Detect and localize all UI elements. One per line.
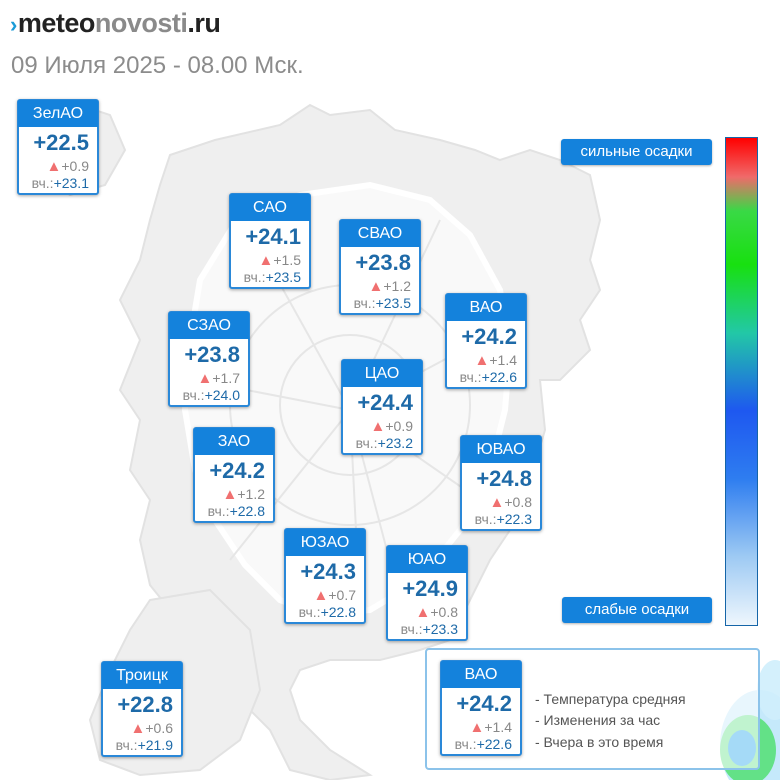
district-change: ▲+1.4 xyxy=(474,352,518,369)
district-yesterday: вч.:+23.3 xyxy=(400,621,458,637)
district-card-sao: САО +24.1 ▲+1.5 вч.:+23.5 xyxy=(229,193,311,289)
precip-scale-bottom-label: слабые осадки xyxy=(562,597,712,623)
legend-sample-card: ВАО +24.2 ▲+1.4 вч.:+22.6 xyxy=(440,660,522,756)
precip-scale-bar xyxy=(725,137,758,626)
district-yesterday: вч.:+23.1 xyxy=(31,175,89,191)
district-change: ▲+1.5 xyxy=(258,252,302,269)
triangle-up-icon: ▲ xyxy=(370,418,386,435)
district-yesterday: вч.:+23.5 xyxy=(243,269,301,285)
district-change: ▲+1.2 xyxy=(368,278,412,295)
district-temp: +24.3 xyxy=(300,559,356,584)
legend-line-temp: - Температура средняя xyxy=(535,691,686,707)
triangle-up-icon: ▲ xyxy=(368,278,384,295)
district-temp: +24.4 xyxy=(357,390,413,415)
district-card-yuvao: ЮВАО +24.8 ▲+0.8 вч.:+22.3 xyxy=(460,435,542,531)
triangle-up-icon: ▲ xyxy=(415,604,431,621)
district-name: ЗАО xyxy=(194,428,274,455)
district-yesterday: вч.:+22.6 xyxy=(454,736,512,752)
district-card-zao: ЗАО +24.2 ▲+1.2 вч.:+22.8 xyxy=(193,427,275,523)
district-name: СЗАО xyxy=(169,312,249,339)
triangle-up-icon: ▲ xyxy=(222,486,238,503)
legend-line-change: - Изменения за час xyxy=(535,712,661,728)
district-temp: +24.8 xyxy=(476,466,532,491)
district-card-svao: СВАО +23.8 ▲+1.2 вч.:+23.5 xyxy=(339,219,421,315)
district-card-zelao: ЗелАО +22.5 ▲+0.9 вч.:+23.1 xyxy=(17,99,99,195)
district-temp: +24.2 xyxy=(456,691,512,716)
triangle-up-icon: ▲ xyxy=(474,352,490,369)
triangle-up-icon: ▲ xyxy=(313,587,329,604)
district-temp: +23.8 xyxy=(184,342,240,367)
district-yesterday: вч.:+23.2 xyxy=(355,435,413,451)
district-temp: +24.9 xyxy=(402,576,458,601)
logo-text-dark: meteo xyxy=(17,8,96,38)
triangle-up-icon: ▲ xyxy=(130,720,146,737)
district-name: ЮЗАО xyxy=(285,529,365,556)
district-change: ▲+1.4 xyxy=(469,719,513,736)
district-card-yuao: ЮАО +24.9 ▲+0.8 вч.:+23.3 xyxy=(386,545,468,641)
district-yesterday: вч.:+21.9 xyxy=(115,737,173,753)
district-change: ▲+0.9 xyxy=(46,158,90,175)
district-name: Троицк xyxy=(102,662,182,689)
triangle-up-icon: ▲ xyxy=(469,719,485,736)
district-name: СВАО xyxy=(340,220,420,247)
district-temp: +24.1 xyxy=(245,224,301,249)
district-temp: +23.8 xyxy=(355,250,411,275)
district-name: ЮАО xyxy=(387,546,467,573)
triangle-up-icon: ▲ xyxy=(258,252,274,269)
triangle-up-icon: ▲ xyxy=(46,158,62,175)
triangle-up-icon: ▲ xyxy=(489,494,505,511)
district-change: ▲+0.8 xyxy=(489,494,533,511)
district-change: ▲+1.2 xyxy=(222,486,266,503)
district-name: САО xyxy=(230,194,310,221)
logo-text-light: novosti xyxy=(94,8,188,38)
forecast-date: 09 Июля 2025 - 08.00 Мск. xyxy=(11,52,304,79)
logo-text-tail: .ru xyxy=(187,8,221,38)
district-yesterday: вч.:+22.8 xyxy=(207,503,265,519)
district-name: ВАО xyxy=(446,294,526,321)
district-temp: +22.8 xyxy=(117,692,173,717)
district-change: ▲+1.7 xyxy=(197,370,241,387)
logo-mark-icon: › xyxy=(10,12,17,37)
precip-scale-top-label: сильные осадки xyxy=(561,139,712,165)
district-change: ▲+0.8 xyxy=(415,604,459,621)
district-name: ВАО xyxy=(441,661,521,688)
triangle-up-icon: ▲ xyxy=(197,370,213,387)
district-yesterday: вч.:+24.0 xyxy=(182,387,240,403)
district-yesterday: вч.:+22.8 xyxy=(298,604,356,620)
district-name: ЗелАО xyxy=(18,100,98,127)
district-name: ЦАО xyxy=(342,360,422,387)
district-yesterday: вч.:+22.6 xyxy=(459,369,517,385)
district-change: ▲+0.9 xyxy=(370,418,414,435)
district-yesterday: вч.:+22.3 xyxy=(474,511,532,527)
legend-line-yesterday: - Вчера в это время xyxy=(535,734,664,750)
district-change: ▲+0.7 xyxy=(313,587,357,604)
district-card-troitsk: Троицк +22.8 ▲+0.6 вч.:+21.9 xyxy=(101,661,183,757)
district-temp: +24.2 xyxy=(209,458,265,483)
district-card-szao: СЗАО +23.8 ▲+1.7 вч.:+24.0 xyxy=(168,311,250,407)
district-temp: +24.2 xyxy=(461,324,517,349)
district-temp: +22.5 xyxy=(33,130,89,155)
district-yesterday: вч.:+23.5 xyxy=(353,295,411,311)
district-card-cao: ЦАО +24.4 ▲+0.9 вч.:+23.2 xyxy=(341,359,423,455)
site-logo[interactable]: ›meteonovosti.ru xyxy=(10,8,221,39)
district-change: ▲+0.6 xyxy=(130,720,174,737)
district-name: ЮВАО xyxy=(461,436,541,463)
district-card-vao: ВАО +24.2 ▲+1.4 вч.:+22.6 xyxy=(445,293,527,389)
district-card-yuzao: ЮЗАО +24.3 ▲+0.7 вч.:+22.8 xyxy=(284,528,366,624)
